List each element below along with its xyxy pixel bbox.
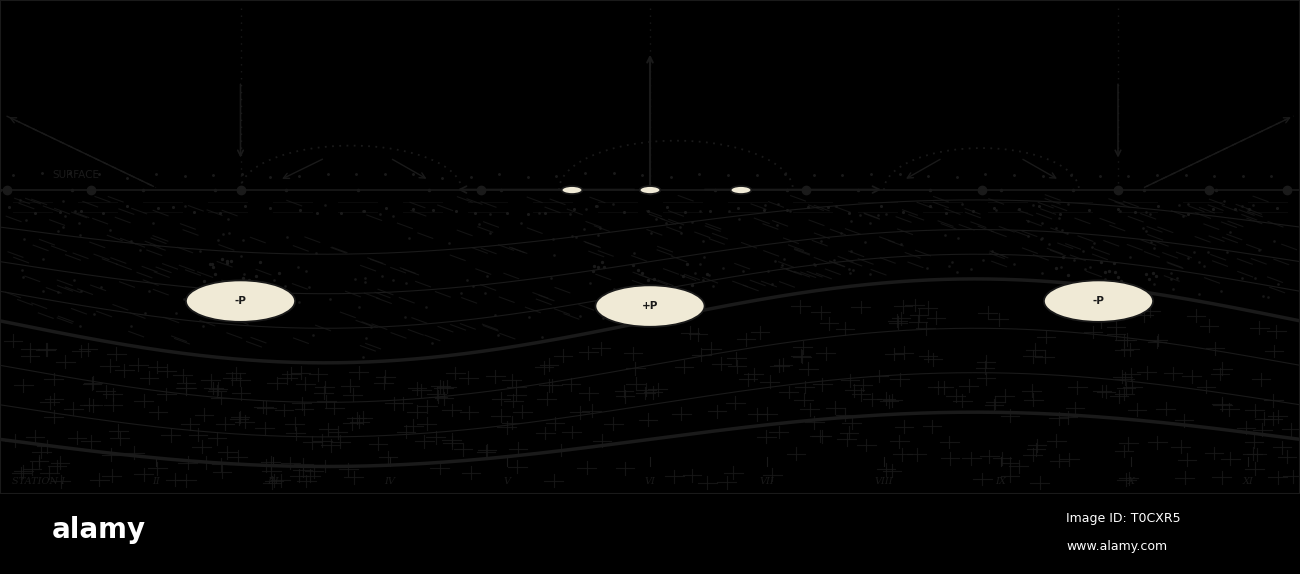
Text: IV: IV (385, 477, 395, 486)
Text: -P: -P (234, 296, 247, 306)
Text: www.alamy.com: www.alamy.com (1066, 540, 1167, 553)
Circle shape (595, 285, 705, 327)
Text: III: III (268, 477, 278, 486)
Text: Image ID: T0CXR5: Image ID: T0CXR5 (1066, 512, 1180, 525)
Text: V: V (503, 477, 511, 486)
Text: SURFACE: SURFACE (52, 170, 99, 180)
Text: X: X (1127, 477, 1135, 486)
Text: VI: VI (645, 477, 655, 486)
Circle shape (1044, 280, 1153, 322)
Circle shape (562, 186, 582, 194)
Text: VIII: VIII (875, 477, 893, 486)
Text: +P: +P (642, 301, 658, 311)
Circle shape (731, 186, 751, 194)
Text: STATION I: STATION I (13, 477, 65, 486)
Circle shape (640, 186, 660, 194)
Text: alamy: alamy (52, 516, 146, 544)
Text: II: II (152, 477, 160, 486)
Text: XI: XI (1243, 477, 1253, 486)
Circle shape (186, 280, 295, 322)
Text: VII: VII (759, 477, 775, 486)
Text: -P: -P (1092, 296, 1105, 306)
Text: IX: IX (996, 477, 1006, 486)
